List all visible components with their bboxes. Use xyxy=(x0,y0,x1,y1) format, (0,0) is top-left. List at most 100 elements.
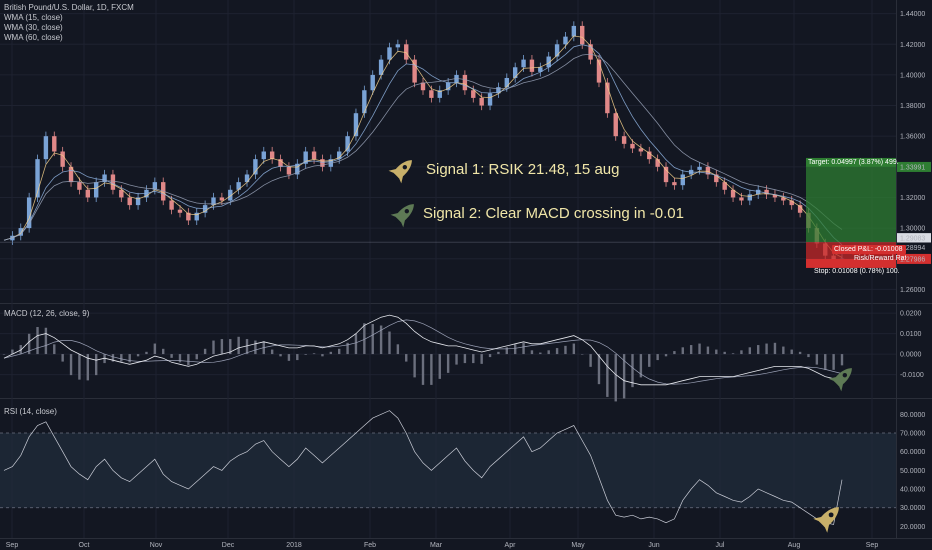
stop-label[interactable]: Stop: 0.01008 (0.78%) 100. xyxy=(814,268,900,275)
price-tag-text-entry_price: 1.29083 xyxy=(900,236,925,243)
candle-body xyxy=(26,197,32,229)
candle-body xyxy=(244,174,250,183)
macd-histogram-bar xyxy=(94,354,98,376)
macd-histogram-bar xyxy=(664,354,668,357)
macd-histogram-bar xyxy=(547,350,550,355)
x-tick-label: Sep xyxy=(6,542,19,549)
x-tick-label: Mar xyxy=(430,542,443,549)
candle-body xyxy=(571,25,577,37)
macd-histogram-bar xyxy=(170,354,173,358)
candle-body xyxy=(93,182,99,198)
x-tick-label: May xyxy=(571,542,585,549)
candle-body xyxy=(739,197,744,201)
rocket-icon xyxy=(388,160,412,184)
macd-histogram-bar xyxy=(539,352,542,355)
macd-histogram-bar xyxy=(220,339,224,355)
macd-histogram-bar xyxy=(757,345,760,355)
candle-body xyxy=(60,151,65,167)
macd-histogram-bar xyxy=(446,354,450,373)
candle-body xyxy=(563,36,568,45)
closed-pnl-label[interactable]: Closed P&L: -0.01008 xyxy=(832,245,906,254)
target-label[interactable]: Target: 0.04997 (3.87%) 499. xyxy=(808,159,899,166)
macd-histogram-bar xyxy=(136,354,140,357)
macd-histogram-bar xyxy=(513,344,517,355)
price-tag-text-current_price: 1.28994 xyxy=(900,245,925,252)
risk-reward-label[interactable]: Risk/Reward Rati xyxy=(854,255,906,262)
rsi-line xyxy=(3,410,843,525)
rocket-fin xyxy=(388,168,404,184)
macd-histogram-bar xyxy=(237,336,240,355)
candle-body xyxy=(437,90,442,98)
wma-line xyxy=(3,44,843,246)
macd-histogram-bar xyxy=(840,354,844,366)
macd-histogram-bar xyxy=(455,354,458,365)
macd-histogram-bar xyxy=(421,354,425,385)
macd-histogram-bar xyxy=(430,354,433,385)
macd-histogram-bar xyxy=(53,344,56,355)
rocket-fin xyxy=(390,212,406,228)
signal-1-annotation[interactable]: Signal 1: RSIK 21.48, 15 aug xyxy=(426,161,620,178)
target-label-box xyxy=(806,157,896,167)
x-tick-label: Feb xyxy=(364,542,376,549)
macd-histogram-bar xyxy=(69,354,73,376)
rsi-tick-label: 70.0000 xyxy=(900,431,925,438)
macd-histogram-bar xyxy=(321,354,324,357)
macd-histogram-bar xyxy=(36,327,39,355)
wma-line xyxy=(3,53,843,241)
macd-histogram-bar xyxy=(195,354,198,360)
macd-histogram-bar xyxy=(832,354,835,370)
candle-body xyxy=(596,59,602,83)
candle-body xyxy=(797,205,803,213)
macd-histogram-bar xyxy=(824,354,827,370)
rocket-icon xyxy=(813,507,839,533)
indicator-wma-30[interactable]: WMA (30, close) xyxy=(4,23,63,32)
candle-body xyxy=(772,194,778,198)
target-zone xyxy=(806,166,896,243)
x-tick-label: Sep xyxy=(866,542,879,549)
rocket-fin xyxy=(813,516,830,533)
macd-histogram-bar xyxy=(606,354,609,397)
candle-body xyxy=(487,93,493,106)
candle-body xyxy=(789,200,794,206)
candle-body xyxy=(261,151,266,160)
candles xyxy=(10,21,845,267)
macd-histogram-bar xyxy=(379,325,383,355)
x-tick-label: 2018 xyxy=(286,542,302,549)
macd-histogram-bar xyxy=(622,354,626,399)
x-tick-label: Jun xyxy=(648,542,659,549)
rsi-pane-label[interactable]: RSI (14, close) xyxy=(4,407,57,416)
macd-histogram-bar xyxy=(463,354,467,364)
candle-body xyxy=(638,148,644,152)
macd-histogram-bar xyxy=(723,351,726,355)
macd-histogram-bar xyxy=(304,354,307,355)
candle-body xyxy=(135,197,141,206)
macd-histogram-bar xyxy=(631,354,634,388)
candle-body xyxy=(295,163,300,175)
candle-body xyxy=(647,151,652,160)
candle-body xyxy=(479,97,484,106)
candle-body xyxy=(77,182,82,190)
candle-body xyxy=(445,82,451,91)
candle-body xyxy=(337,151,342,160)
macd-histogram-bar xyxy=(413,354,416,378)
macd-histogram-bar xyxy=(706,346,710,355)
macd-pane-label[interactable]: MACD (12, 26, close, 9) xyxy=(4,309,90,318)
candle-body xyxy=(303,151,308,164)
signal-2-annotation[interactable]: Signal 2: Clear MACD crossing in -0.01 xyxy=(423,205,684,222)
candle-body xyxy=(169,200,174,210)
macd-histogram-bar xyxy=(656,354,659,361)
indicator-wma-15[interactable]: WMA (15, close) xyxy=(4,13,63,22)
candle-body xyxy=(680,174,685,186)
macd-histogram-bar xyxy=(530,350,534,355)
candle-body xyxy=(152,182,158,190)
candle-body xyxy=(52,136,57,152)
candle-body xyxy=(278,159,283,167)
rocket-body xyxy=(818,507,839,528)
indicator-wma-60[interactable]: WMA (60, close) xyxy=(4,33,63,42)
macd-histogram-bar xyxy=(815,354,819,365)
candle-body xyxy=(512,67,518,78)
candle-body xyxy=(18,228,23,236)
candle-body xyxy=(781,197,786,201)
